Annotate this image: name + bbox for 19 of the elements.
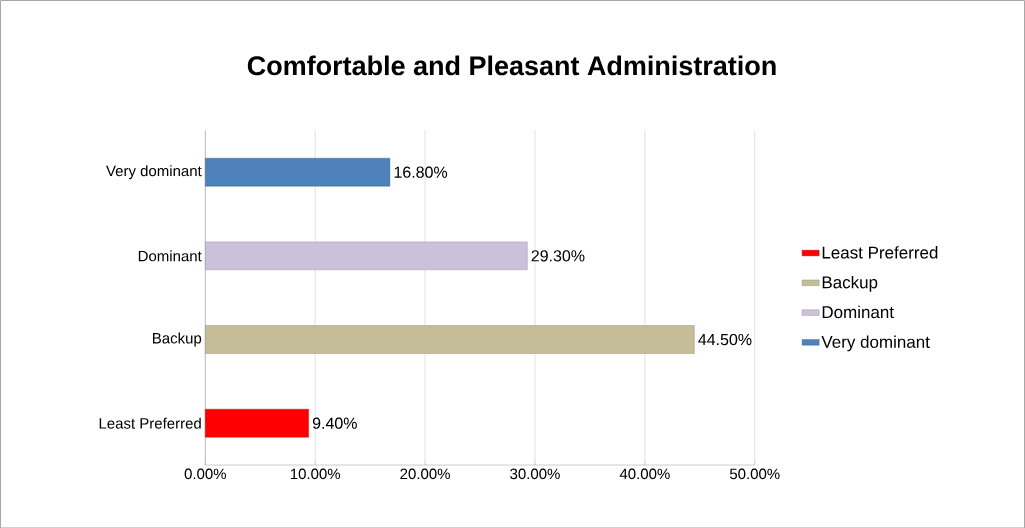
legend-label: Dominant: [822, 305, 894, 318]
y-tick-label: Dominant: [138, 250, 202, 262]
y-tick-label: Very dominant: [106, 164, 202, 179]
data-label: 16.80%: [394, 166, 448, 178]
data-label: 9.40%: [312, 417, 357, 429]
x-tick-label: 10.00%: [290, 468, 341, 479]
x-tick-label: 20.00%: [400, 468, 450, 479]
legend-label: Backup: [822, 275, 878, 292]
x-tick-label: 0.00%: [184, 468, 227, 479]
legend-label: Least Preferred: [822, 245, 938, 259]
data-label: 44.50%: [698, 333, 752, 345]
y-tick-label: Backup: [153, 332, 202, 347]
data-label: 29.30%: [531, 249, 585, 262]
y-tick-label: Least Preferred: [99, 417, 201, 429]
x-tick-label: 50.00%: [729, 468, 780, 479]
x-tick-label: 30.00%: [510, 468, 560, 479]
chart-title: Comfortable and Pleasant Administration: [247, 55, 776, 76]
x-tick-label: 40.00%: [619, 468, 670, 479]
legend-label: Very dominant: [821, 335, 930, 352]
